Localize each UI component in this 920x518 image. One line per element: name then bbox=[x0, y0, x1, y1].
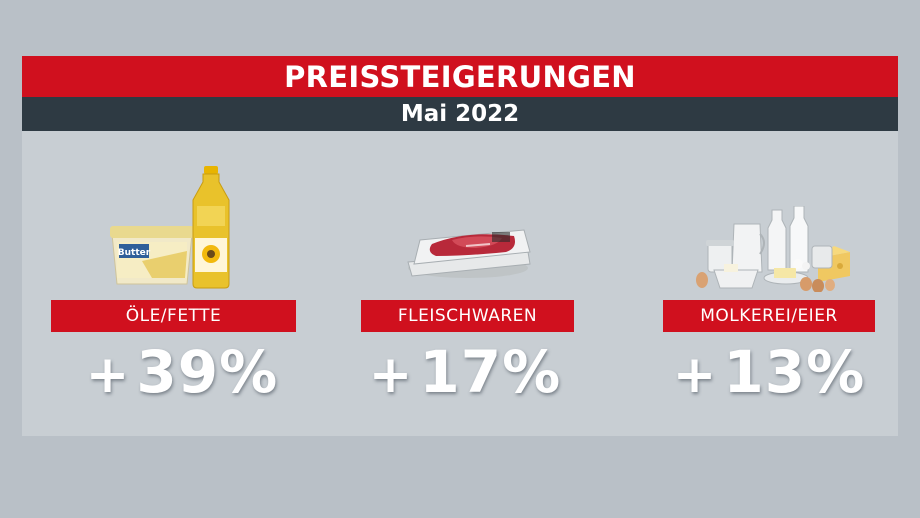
butter-brand-text: Butter bbox=[118, 248, 151, 258]
title-bar: PREISSTEIGERUNGEN bbox=[22, 56, 898, 97]
dairy-and-eggs-icon bbox=[696, 206, 850, 292]
category-label: ÖLE/FETTE bbox=[51, 300, 296, 332]
category-value: +39% bbox=[85, 338, 279, 406]
category-value: +13% bbox=[672, 338, 866, 406]
page-subtitle: Mai 2022 bbox=[400, 101, 520, 127]
subtitle-bar: Mai 2022 bbox=[22, 97, 898, 131]
packaged-meat-icon bbox=[407, 229, 531, 278]
page-title: PREISSTEIGERUNGEN bbox=[284, 59, 636, 94]
category-label: MOLKEREI/EIER bbox=[663, 300, 875, 332]
category-value: +17% bbox=[368, 338, 562, 406]
category-label: FLEISCHWAREN bbox=[361, 300, 574, 332]
infographic-panel: PREISSTEIGERUNGEN Mai 2022 Butter ÖLE/FE… bbox=[22, 56, 898, 436]
butter-and-oil-icon: Butter bbox=[110, 166, 230, 289]
